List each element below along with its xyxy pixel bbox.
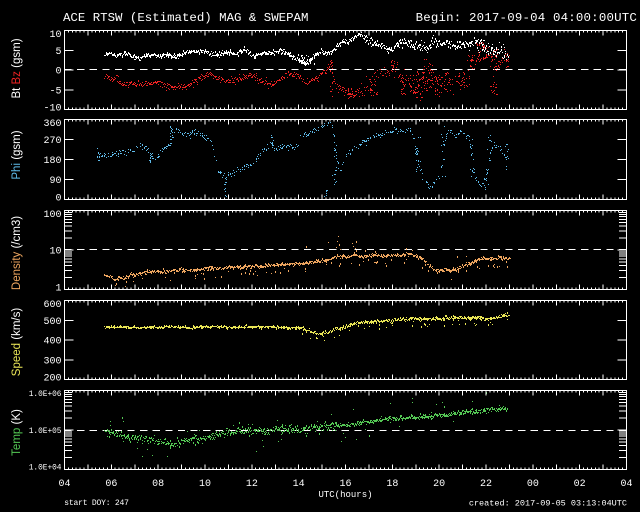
svg-text:100: 100 [43, 210, 61, 221]
svg-text:Density (/cm3): Density (/cm3) [11, 216, 23, 290]
svg-text:0: 0 [55, 67, 61, 78]
svg-text:1.0E+04: 1.0E+04 [29, 465, 62, 473]
svg-text:04: 04 [620, 479, 632, 490]
svg-text:1.0E+06: 1.0E+06 [29, 391, 62, 399]
svg-text:0: 0 [55, 193, 61, 204]
svg-text:16: 16 [339, 479, 351, 490]
svg-text:10: 10 [199, 479, 211, 490]
svg-text:200: 200 [43, 373, 61, 384]
svg-text:Bt Bz (gsm): Bt Bz (gsm) [11, 38, 23, 98]
svg-text:Temp (K): Temp (K) [11, 409, 23, 456]
svg-text:10: 10 [49, 30, 61, 41]
svg-text:1: 1 [55, 283, 61, 294]
svg-text:UTC(hours): UTC(hours) [318, 490, 372, 500]
svg-text:08: 08 [152, 479, 164, 490]
svg-text:360: 360 [43, 119, 61, 130]
svg-text:270: 270 [43, 136, 61, 147]
svg-text:20: 20 [433, 479, 445, 490]
svg-text:5: 5 [55, 47, 61, 58]
svg-text:180: 180 [43, 156, 61, 167]
svg-text:Begin: 2017-09-04 04:00:00UTC: Begin: 2017-09-04 04:00:00UTC [416, 11, 637, 25]
svg-text:00: 00 [527, 479, 539, 490]
svg-text:600: 600 [43, 300, 61, 311]
svg-text:1.0E+05: 1.0E+05 [29, 428, 62, 436]
svg-text:start DOY: 247: start DOY: 247 [64, 499, 129, 508]
svg-text:500: 500 [43, 317, 61, 328]
svg-text:02: 02 [574, 479, 586, 490]
svg-text:-10: -10 [43, 103, 61, 114]
svg-text:Phi (gsm): Phi (gsm) [11, 130, 23, 179]
svg-text:10: 10 [49, 247, 61, 258]
svg-text:400: 400 [43, 337, 61, 348]
svg-text:06: 06 [105, 479, 117, 490]
svg-text:ACE RTSW (Estimated) MAG & SWE: ACE RTSW (Estimated) MAG & SWEPAM [63, 11, 308, 25]
svg-text:90: 90 [49, 176, 61, 187]
svg-text:created: 2017-09-05 03:13:04UT: created: 2017-09-05 03:13:04UTC [469, 499, 627, 509]
svg-text:14: 14 [293, 479, 305, 490]
svg-text:12: 12 [246, 479, 258, 490]
svg-text:18: 18 [386, 479, 398, 490]
svg-text:22: 22 [480, 479, 492, 490]
svg-text:300: 300 [43, 356, 61, 367]
svg-text:Speed (km/s): Speed (km/s) [11, 308, 23, 377]
svg-text:04: 04 [58, 479, 70, 490]
svg-text:-5: -5 [49, 86, 61, 97]
